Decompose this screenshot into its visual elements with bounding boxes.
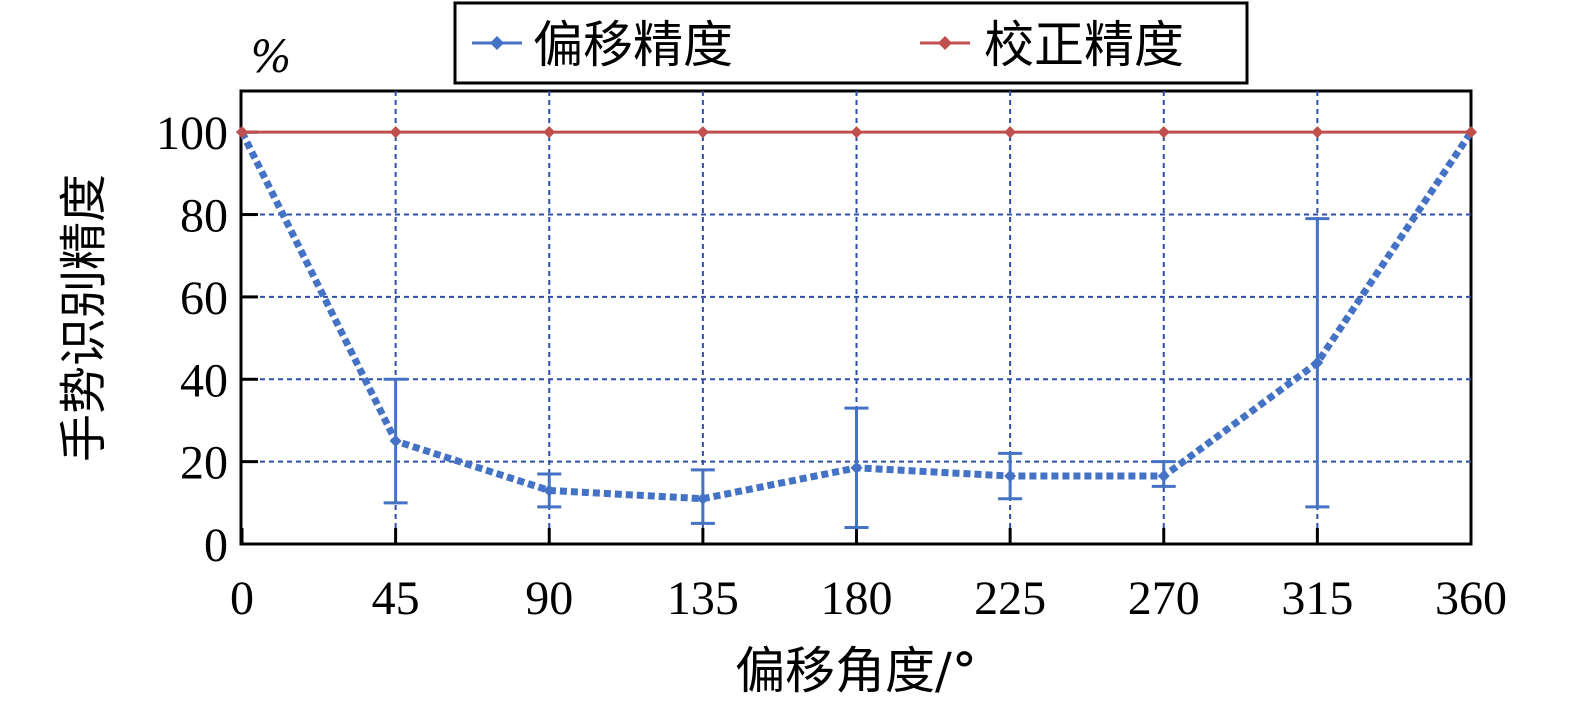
data-point-series-2 — [850, 126, 863, 139]
series-group — [236, 126, 1477, 505]
y-tick-label: 0 — [204, 519, 228, 572]
data-point-series-2 — [696, 126, 709, 139]
legend-marker-series-2 — [938, 36, 952, 50]
data-point-series-2 — [236, 126, 248, 139]
x-tick-label: 225 — [974, 572, 1046, 625]
legend-item-series-1: 偏移精度 — [472, 16, 733, 74]
data-point-series-1 — [696, 492, 709, 505]
data-point-series-2 — [1465, 126, 1477, 139]
y-axis-ticks: 0 20 40 60 80 100 — [156, 107, 258, 572]
data-point-series-1 — [389, 435, 402, 448]
data-point-series-2 — [389, 126, 402, 139]
legend-item-series-2: 校正精度 — [920, 16, 1184, 74]
data-point-series-2 — [1157, 126, 1170, 139]
data-point-series-2 — [1311, 126, 1324, 139]
data-point-series-1 — [1157, 470, 1170, 483]
data-point-series-1 — [1004, 470, 1017, 483]
y-tick-label: 20 — [180, 437, 228, 490]
data-point-series-1 — [543, 484, 556, 497]
y-axis-title: 手势识别精度 — [56, 174, 112, 462]
data-point-series-1 — [1311, 356, 1324, 369]
x-tick-label: 315 — [1281, 572, 1353, 625]
legend-label-series-2: 校正精度 — [984, 16, 1184, 74]
x-tick-label: 270 — [1128, 572, 1200, 625]
legend-marker-series-1 — [490, 36, 504, 50]
y-tick-label: 60 — [180, 272, 228, 325]
x-tick-label: 135 — [667, 572, 739, 625]
data-point-series-2 — [543, 126, 556, 139]
y-tick-label: 40 — [180, 354, 228, 407]
x-axis-title: 偏移角度/° — [735, 642, 977, 700]
x-tick-label: 360 — [1435, 572, 1507, 625]
legend-label-series-1: 偏移精度 — [533, 16, 733, 74]
x-tick-label: 45 — [372, 572, 420, 625]
y-unit-label: % — [250, 32, 292, 83]
y-tick-label: 80 — [180, 190, 228, 243]
data-point-series-2 — [1004, 126, 1017, 139]
x-tick-label: 180 — [821, 572, 893, 625]
legend-box — [453, 1, 1249, 85]
x-axis-ticks: 0 45 90 135 180 225 270 315 360 — [230, 528, 1507, 625]
legend: 偏移精度 校正精度 — [453, 1, 1249, 85]
x-tick-label: 0 — [230, 572, 254, 625]
x-tick-label: 90 — [525, 572, 573, 625]
data-point-series-1 — [850, 461, 863, 474]
y-tick-label: 100 — [156, 107, 228, 160]
